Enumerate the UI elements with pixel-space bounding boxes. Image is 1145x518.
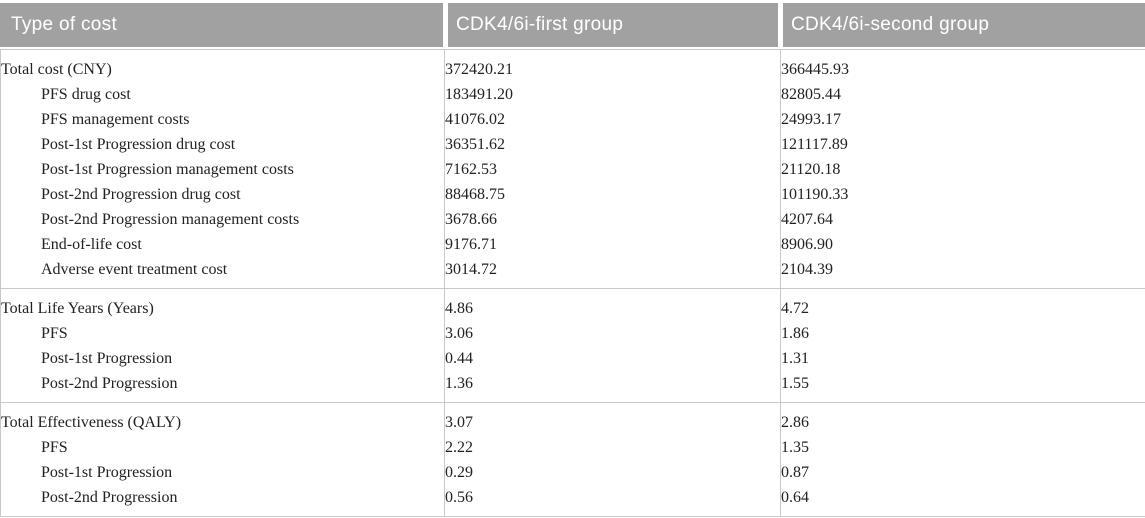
table-body: Total cost (CNY) 372420.21 366445.93 PFS… bbox=[0, 49, 1145, 517]
table-row-qaly-post2nd: Post-2nd Progression 0.56 0.64 bbox=[0, 485, 1145, 517]
column-header-type-of-cost: Type of cost bbox=[0, 3, 443, 47]
table-row-pfs-management-costs: PFS management costs 41076.02 24993.17 bbox=[0, 107, 1145, 132]
row-label: Post-2nd Progression bbox=[0, 371, 445, 403]
value-second-group: 2.86 bbox=[780, 402, 1145, 435]
value-first-group: 3014.72 bbox=[444, 257, 781, 289]
table-row-ly-post2nd: Post-2nd Progression 1.36 1.55 bbox=[0, 371, 1145, 403]
table-row-adverse-event-cost: Adverse event treatment cost 3014.72 210… bbox=[0, 257, 1145, 289]
value-second-group: 2104.39 bbox=[781, 261, 833, 278]
table-row-end-of-life-cost: End-of-life cost 9176.71 8906.90 bbox=[0, 232, 1145, 257]
row-label: Post-2nd Progression drug cost bbox=[0, 182, 445, 207]
table-row-total-life-years: Total Life Years (Years) 4.86 4.72 bbox=[0, 288, 1145, 321]
value-first-group: 0.56 bbox=[444, 485, 781, 517]
value-second-group: 21120.18 bbox=[781, 161, 841, 178]
row-label: Total cost (CNY) bbox=[0, 49, 445, 82]
value-first-group: 41076.02 bbox=[444, 107, 781, 132]
row-label: Post-1st Progression bbox=[0, 460, 445, 485]
value-first-group: 3.06 bbox=[444, 321, 781, 346]
row-label: Adverse event treatment cost bbox=[0, 257, 445, 289]
value-first-group: 9176.71 bbox=[444, 232, 781, 257]
value-second-group: 0.64 bbox=[781, 489, 809, 506]
value-first-group: 1.36 bbox=[444, 371, 781, 403]
table-row-qaly-post1st: Post-1st Progression 0.29 0.87 bbox=[0, 460, 1145, 485]
row-label: Post-1st Progression drug cost bbox=[0, 132, 445, 157]
value-first-group: 36351.62 bbox=[444, 132, 781, 157]
value-second-group: 24993.17 bbox=[781, 111, 841, 128]
row-label: PFS bbox=[0, 321, 445, 346]
value-second-group: 4.72 bbox=[780, 288, 1145, 321]
value-first-group: 2.22 bbox=[444, 435, 781, 460]
row-label: Post-1st Progression management costs bbox=[0, 157, 445, 182]
value-first-group: 88468.75 bbox=[444, 182, 781, 207]
value-second-group: 0.87 bbox=[781, 464, 809, 481]
table-row-post2nd-drug-cost: Post-2nd Progression drug cost 88468.75 … bbox=[0, 182, 1145, 207]
table-row-pfs-drug-cost: PFS drug cost 183491.20 82805.44 bbox=[0, 82, 1145, 107]
value-second-group: 366445.93 bbox=[781, 61, 849, 78]
table-row-total-effectiveness: Total Effectiveness (QALY) 3.07 2.86 bbox=[0, 402, 1145, 435]
value-second-group: 121117.89 bbox=[781, 136, 848, 153]
value-first-group: 3.07 bbox=[444, 402, 781, 435]
row-label: Post-1st Progression bbox=[0, 346, 445, 371]
value-first-group: 0.29 bbox=[444, 460, 781, 485]
table-row-post1st-management-costs: Post-1st Progression management costs 71… bbox=[0, 157, 1145, 182]
row-label: Post-2nd Progression management costs bbox=[0, 207, 445, 232]
row-label: Total Life Years (Years) bbox=[0, 288, 445, 321]
value-first-group: 4.86 bbox=[444, 288, 781, 321]
value-first-group: 0.44 bbox=[444, 346, 781, 371]
value-first-group: 183491.20 bbox=[444, 82, 781, 107]
value-first-group: 3678.66 bbox=[444, 207, 781, 232]
table-row-qaly-pfs: PFS 2.22 1.35 bbox=[0, 435, 1145, 460]
value-second-group: 82805.44 bbox=[781, 86, 841, 103]
value-second-group: 8906.90 bbox=[781, 236, 833, 253]
value-second-group: 4207.64 bbox=[781, 211, 833, 228]
table-row-ly-pfs: PFS 3.06 1.86 bbox=[0, 321, 1145, 346]
table-row-ly-post1st: Post-1st Progression 0.44 1.31 bbox=[0, 346, 1145, 371]
row-label: PFS management costs bbox=[0, 107, 445, 132]
value-second-group: 1.55 bbox=[781, 375, 809, 392]
table-header-row: Type of cost CDK4/6i-first group CDK4/6i… bbox=[0, 3, 1145, 47]
value-second-group: 1.86 bbox=[781, 325, 809, 342]
value-first-group: 7162.53 bbox=[444, 157, 781, 182]
table-row-total-cost: Total cost (CNY) 372420.21 366445.93 bbox=[0, 49, 1145, 82]
column-header-cdk46i-first-group: CDK4/6i-first group bbox=[448, 3, 778, 47]
value-second-group: 1.31 bbox=[781, 350, 809, 367]
value-second-group: 101190.33 bbox=[781, 186, 849, 203]
value-second-group: 1.35 bbox=[781, 439, 809, 456]
header-divider bbox=[778, 3, 783, 47]
value-first-group: 372420.21 bbox=[444, 49, 781, 82]
column-header-cdk46i-second-group: CDK4/6i-second group bbox=[783, 3, 1145, 47]
table-row-post2nd-management-costs: Post-2nd Progression management costs 36… bbox=[0, 207, 1145, 232]
row-label: PFS drug cost bbox=[0, 82, 445, 107]
header-divider bbox=[443, 3, 448, 47]
row-label: End-of-life cost bbox=[0, 232, 445, 257]
row-label: Post-2nd Progression bbox=[0, 485, 445, 517]
table-row-post1st-drug-cost: Post-1st Progression drug cost 36351.62 … bbox=[0, 132, 1145, 157]
row-label: PFS bbox=[0, 435, 445, 460]
row-label: Total Effectiveness (QALY) bbox=[0, 402, 445, 435]
